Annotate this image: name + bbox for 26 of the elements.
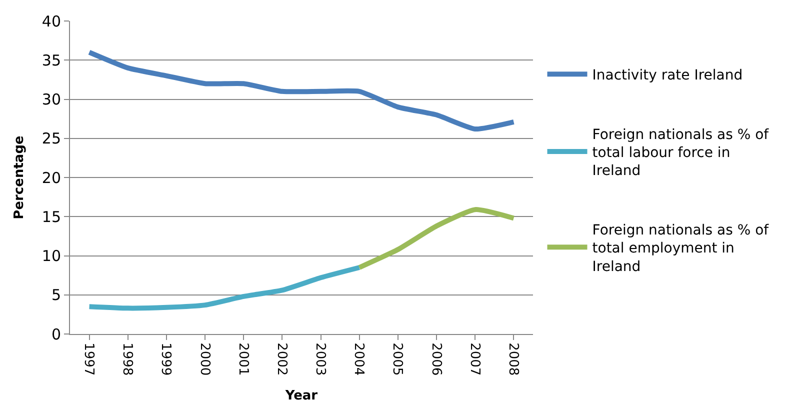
x-tick-label: 2003 bbox=[312, 342, 328, 376]
x-tick-label: 2004 bbox=[351, 342, 366, 376]
x-tick-label: 2000 bbox=[196, 342, 212, 376]
x-tick-label: 2001 bbox=[235, 342, 250, 376]
y-tick-label: 30 bbox=[42, 90, 61, 108]
legend-label: Foreign nationals as % of total employment in Ireland bbox=[592, 222, 770, 275]
x-tick-label: 2006 bbox=[428, 342, 444, 376]
y-tick-label: 0 bbox=[51, 325, 61, 344]
x-tick-label: 2005 bbox=[390, 342, 405, 376]
x-tick-label: 1998 bbox=[120, 342, 135, 376]
y-tick-label: 5 bbox=[51, 286, 61, 304]
y-axis-title: Percentage bbox=[12, 136, 27, 220]
x-tick-label: 2008 bbox=[505, 342, 520, 376]
y-tick-label: 40 bbox=[42, 12, 61, 30]
legend-label: Inactivity rate Ireland bbox=[592, 68, 743, 84]
y-tick-label: 35 bbox=[42, 51, 61, 70]
x-tick-label: 2007 bbox=[466, 342, 482, 376]
legend-label: Foreign nationals as % of total labour force in Ireland bbox=[592, 126, 770, 180]
y-tick-label: 20 bbox=[42, 168, 61, 187]
y-tick-label: 10 bbox=[42, 247, 61, 265]
x-tick-label: 1997 bbox=[81, 342, 96, 376]
x-tick-label: 2002 bbox=[274, 342, 289, 376]
y-tick-label: 15 bbox=[42, 208, 61, 226]
x-tick-label: 1999 bbox=[158, 342, 174, 376]
x-axis-title: Year bbox=[284, 388, 318, 404]
y-tick-label: 25 bbox=[42, 130, 61, 148]
